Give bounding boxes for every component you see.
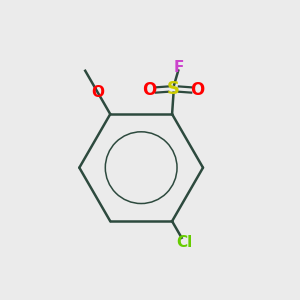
Text: S: S [167,80,180,98]
Text: O: O [142,81,157,99]
Text: F: F [174,59,184,74]
Text: O: O [91,85,104,100]
Text: O: O [190,81,205,99]
Text: Cl: Cl [176,236,193,250]
